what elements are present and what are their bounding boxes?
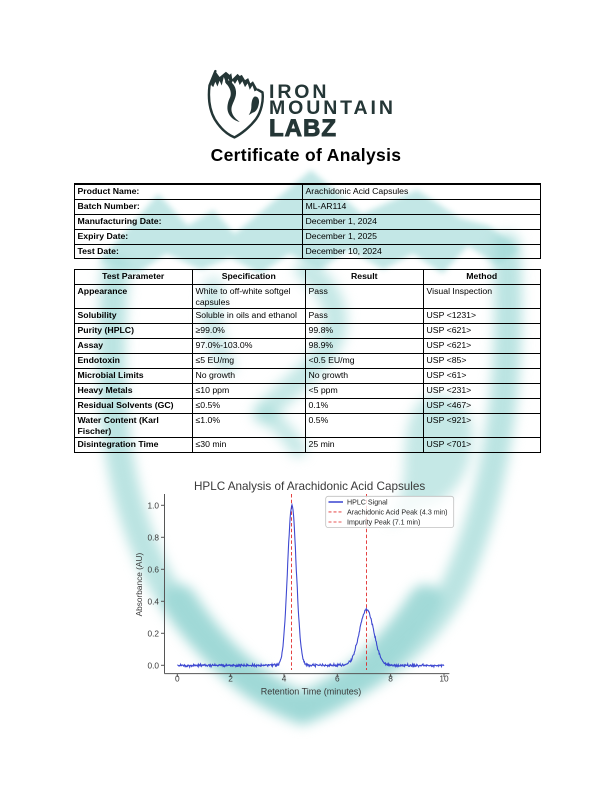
svg-text:1.0: 1.0 bbox=[147, 500, 159, 510]
svg-text:Impurity Peak (7.1 min): Impurity Peak (7.1 min) bbox=[347, 518, 420, 526]
svg-text:8: 8 bbox=[388, 674, 393, 684]
svg-text:0.6: 0.6 bbox=[147, 564, 159, 574]
svg-text:10: 10 bbox=[439, 674, 449, 684]
svg-text:Arachidonic Acid Peak (4.3 min: Arachidonic Acid Peak (4.3 min) bbox=[347, 508, 448, 516]
svg-text:0: 0 bbox=[175, 674, 180, 684]
svg-text:0.4: 0.4 bbox=[147, 596, 159, 606]
svg-text:Absorbance (AU): Absorbance (AU) bbox=[134, 553, 144, 617]
svg-text:HPLC Signal: HPLC Signal bbox=[347, 498, 388, 506]
svg-text:0.8: 0.8 bbox=[147, 532, 159, 542]
svg-text:0.2: 0.2 bbox=[147, 628, 159, 638]
svg-text:0.0: 0.0 bbox=[147, 660, 159, 670]
svg-text:2: 2 bbox=[228, 674, 233, 684]
svg-text:HPLC Analysis of Arachidonic A: HPLC Analysis of Arachidonic Acid Capsul… bbox=[194, 480, 425, 493]
svg-text:6: 6 bbox=[335, 674, 340, 684]
svg-text:Retention Time (minutes): Retention Time (minutes) bbox=[261, 687, 362, 697]
svg-text:4: 4 bbox=[282, 674, 287, 684]
